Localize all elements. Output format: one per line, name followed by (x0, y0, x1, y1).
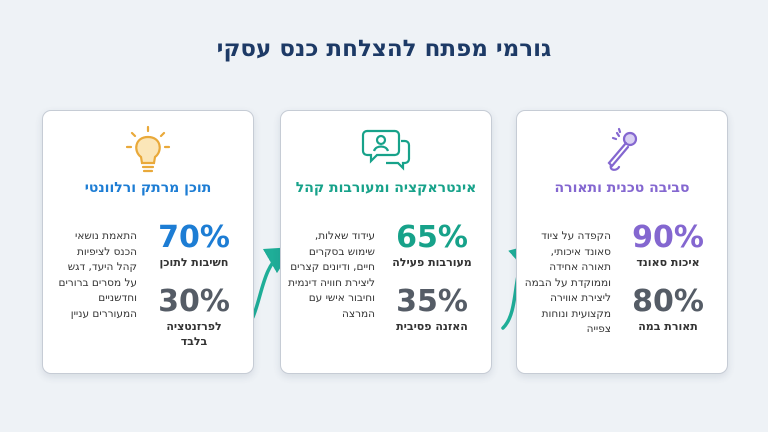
description-line: המרצה (341, 307, 375, 320)
title: גורמי מפתח להצלחת כנס עסקי (216, 36, 552, 62)
stat-label: מעורבות פעילה (392, 256, 472, 269)
description-line: התאמת נושאי (74, 230, 137, 242)
stat-value: 90% (632, 220, 704, 255)
card-heading: אינטראקציה ומעורבות קהל (295, 180, 477, 196)
description-line: על מסרים ברורים (58, 276, 137, 289)
description-line: וחיבור אישי עם (308, 292, 375, 304)
description-line: עידוד שאלות, (314, 230, 375, 242)
stat-label: איכות סאונד (636, 256, 700, 269)
stat: 80% תאורת במה (619, 285, 717, 334)
card-heading: תוכן מרתק ורלוונטי (84, 180, 212, 196)
icon (361, 129, 411, 171)
stat-value: 65% (396, 220, 468, 255)
stat-value: 30% (158, 284, 230, 319)
card: אינטראקציה ומעורבות קהל 65% מעורבות פעילה 3… (280, 110, 492, 374)
stat-label: האזנה פסיבית (396, 320, 468, 333)
stat-value: 35% (396, 284, 468, 319)
description: הקפדה על ציוד סאונד איכותי, תאורה אחידה וממ… (523, 229, 611, 338)
card-heading: סביבה טכנית ותאורה (554, 180, 690, 196)
description-line: חיים, ודיונים קצרים (290, 261, 375, 273)
description-line: ליצירת אווירה (550, 292, 611, 304)
description-line: המעוררים עניין (70, 307, 137, 320)
description-line: וחדשניים (98, 292, 137, 304)
description-line: ליצירת חוויה דינמית (288, 276, 375, 289)
description: עידוד שאלות, שימוש בסקרים חיים, ודיונים קצ… (287, 229, 375, 322)
description-line: קהל היעד, דגש (67, 261, 137, 273)
stat: 70% חשיבות לתוכן (145, 221, 243, 270)
stat-label: לפרזנטציה (166, 320, 222, 333)
stat: 35% האזנה פסיבית (383, 285, 481, 334)
description-line: סאונד איכותי, (550, 245, 611, 258)
description-line: צפייה (586, 323, 611, 335)
card: תוכן מרתק ורלוונטי 70% חשיבות לתוכן 30% לפרז… (42, 110, 254, 374)
description-line: וממוקדת על הבמה (524, 276, 611, 289)
stat-value: 70% (158, 220, 230, 255)
stat-value: 80% (632, 284, 704, 319)
description-line: שימוש בסקרים (308, 245, 375, 258)
description-line: הכנס לציפיות (77, 245, 137, 258)
icon (125, 125, 171, 173)
description-line: הקפדה על ציוד (541, 230, 611, 242)
stat-label: חשיבות לתוכן (159, 256, 229, 269)
stat: 30% לפרזנטציה בלבד (145, 285, 243, 349)
card: סביבה טכנית ותאורה 90% איכות סאונד 80% תאורת… (516, 110, 728, 374)
description-line: מקצועית ונוחות (541, 307, 611, 320)
stat-label: בלבד (180, 335, 208, 348)
stat: 90% איכות סאונד (619, 221, 717, 270)
description-line: תאורה אחידה (549, 261, 611, 273)
icon (607, 127, 638, 171)
stat: 65% מעורבות פעילה (383, 221, 481, 270)
stat-label: תאורת במה (638, 320, 698, 333)
description: התאמת נושאי הכנס לציפיות קהל היעד, דגש על מ… (49, 229, 137, 322)
